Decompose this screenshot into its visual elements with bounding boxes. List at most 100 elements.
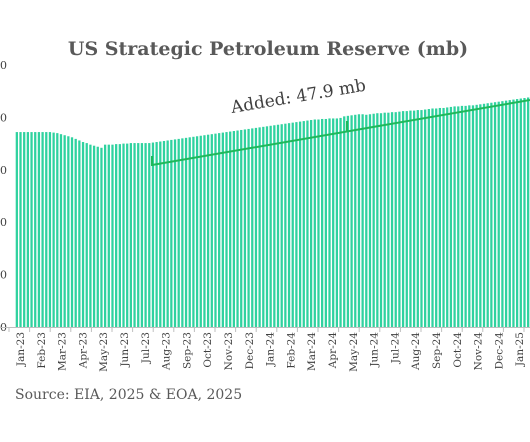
bar	[195, 136, 199, 327]
bar	[394, 112, 397, 327]
annotation-label: Added: 47.9 mb	[229, 76, 368, 118]
bar	[199, 135, 202, 327]
bar	[368, 114, 372, 327]
bar	[527, 97, 530, 328]
bar	[103, 144, 107, 327]
bar	[284, 123, 287, 327]
x-tick-label: Mar-24	[306, 332, 318, 371]
y-tick-label: 500	[0, 59, 7, 72]
bar	[26, 132, 30, 327]
bar	[486, 103, 489, 327]
bar	[92, 145, 96, 327]
bar	[118, 144, 121, 327]
bar	[376, 113, 379, 328]
bar	[387, 112, 390, 328]
bar	[512, 99, 515, 327]
bar	[151, 142, 155, 327]
bar	[475, 104, 478, 327]
bar	[236, 130, 239, 327]
bar	[137, 143, 140, 327]
x-tick-label: Feb-24	[285, 332, 297, 369]
bar	[515, 99, 519, 327]
bar	[221, 132, 224, 327]
bar	[435, 108, 438, 328]
bar	[166, 140, 169, 327]
x-tick-label: Dec-24	[493, 332, 505, 370]
bar	[302, 121, 305, 327]
bar	[497, 101, 500, 328]
bar	[122, 143, 125, 327]
x-tick-label: Apr-24	[327, 332, 339, 370]
bar	[23, 132, 26, 327]
x-tick-label: Dec-23	[244, 332, 256, 369]
bar	[52, 132, 55, 327]
bar	[468, 105, 471, 327]
bar	[324, 118, 327, 327]
bar	[258, 127, 261, 327]
bar	[177, 138, 180, 327]
bar	[85, 143, 88, 327]
bar	[181, 138, 184, 327]
bar	[229, 131, 232, 327]
bar	[298, 121, 302, 327]
bar	[107, 144, 110, 327]
bar	[328, 118, 331, 327]
bar	[390, 112, 394, 327]
bar	[210, 134, 213, 327]
bar	[247, 128, 250, 327]
bar	[438, 107, 442, 327]
x-tick-label: Jan-25	[514, 332, 526, 367]
bar	[162, 140, 166, 327]
bar	[309, 120, 313, 328]
bar	[508, 100, 511, 327]
bar	[59, 134, 63, 327]
bar	[70, 137, 74, 327]
bar	[431, 108, 434, 328]
bar	[354, 114, 357, 327]
bar	[45, 132, 48, 327]
bar	[383, 112, 386, 328]
bar	[251, 128, 254, 327]
bar	[442, 107, 445, 327]
bar	[479, 104, 482, 327]
y-tick-label: 100	[0, 269, 7, 282]
bar	[424, 109, 427, 327]
bar	[335, 118, 339, 327]
x-tick-label: Nov-23	[223, 332, 235, 370]
bar	[240, 129, 243, 327]
y-tick-label: 400	[0, 111, 7, 124]
bar	[115, 144, 118, 327]
bar	[493, 102, 497, 327]
x-tick-label: Feb-23	[36, 332, 48, 369]
x-tick-label: Aug-23	[161, 332, 173, 371]
bar	[519, 98, 522, 327]
bar	[523, 98, 526, 327]
bar	[427, 109, 430, 328]
bar	[144, 143, 147, 327]
bar	[446, 107, 449, 327]
y-axis: 0100200300400500	[0, 59, 7, 334]
bar	[203, 135, 206, 327]
bar	[273, 125, 276, 327]
bar	[170, 139, 173, 327]
bar	[232, 131, 236, 327]
bar	[41, 132, 44, 327]
bar	[19, 132, 22, 327]
x-tick-label: Oct-24	[452, 332, 464, 368]
bar	[129, 143, 133, 327]
bar	[67, 136, 70, 327]
bar	[398, 111, 401, 327]
bar	[482, 103, 486, 327]
bar	[464, 105, 467, 328]
bar	[96, 146, 99, 327]
x-tick-label: May-24	[348, 332, 360, 372]
bar	[295, 122, 298, 328]
x-tick-label: Apr-23	[77, 332, 89, 369]
bar	[214, 133, 217, 327]
bar	[504, 100, 508, 327]
x-tick-label: Aug-24	[410, 332, 422, 371]
bar	[346, 115, 350, 327]
x-tick-label: Nov-24	[473, 332, 485, 371]
bar	[460, 105, 464, 328]
bar	[100, 147, 103, 327]
